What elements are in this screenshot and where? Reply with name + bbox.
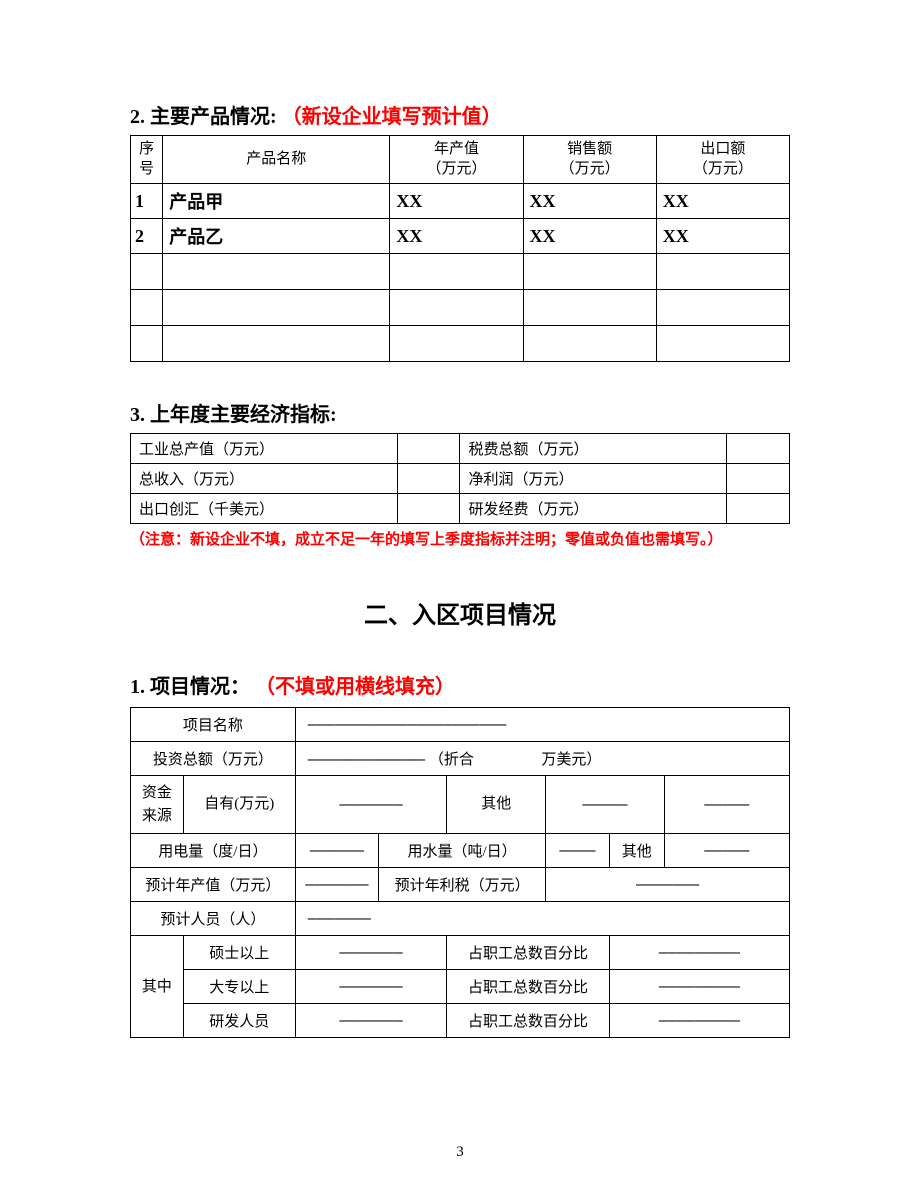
- products-table: 序号 产品名称 年产值（万元） 销售额（万元） 出口额（万元） 1 产品甲 XX…: [130, 135, 790, 362]
- table-row: 工业总产值（万元） 税费总额（万元）: [131, 434, 790, 464]
- section1-number: 1.: [130, 676, 145, 698]
- table-row: 预计年产值（万元） ——————— 预计年利税（万元） ———————: [131, 868, 790, 902]
- table-row: 其中 硕士以上 ——————— 占职工总数百分比 —————————: [131, 936, 790, 970]
- table-row: 投资总额（万元） ————————————— （折合 万美元）: [131, 742, 790, 776]
- section2-note: （新设企业填写预计值）: [282, 106, 502, 128]
- val-masters: ———————: [295, 936, 447, 970]
- val-export-usd: [397, 494, 460, 524]
- section3-number: 3.: [130, 404, 145, 426]
- th-export: 出口额（万元）: [656, 136, 789, 184]
- val-est-staff: ———————: [295, 902, 789, 936]
- table-row: 研发人员 ——————— 占职工总数百分比 —————————: [131, 1004, 790, 1038]
- val-revenue: [397, 464, 460, 494]
- label-est-staff: 预计人员（人）: [131, 902, 296, 936]
- cell-seq: 1: [131, 184, 163, 219]
- table-row: [131, 254, 790, 290]
- table-row: 项目名称 ——————————————————————: [131, 708, 790, 742]
- val-rd: [727, 494, 790, 524]
- val-owned: ———————: [295, 776, 447, 834]
- label-est-annual: 预计年产值（万元）: [131, 868, 296, 902]
- table-row: 预计人员（人） ———————: [131, 902, 790, 936]
- project-table: 项目名称 —————————————————————— 投资总额（万元） ———…: [130, 707, 790, 1038]
- label-among: 其中: [131, 936, 184, 1038]
- label-industrial: 工业总产值（万元）: [131, 434, 398, 464]
- section3-heading: 3. 上年度主要经济指标:: [130, 398, 790, 427]
- cell-sales: XX: [523, 219, 656, 254]
- label-rd-staff: 研发人员: [183, 1004, 295, 1038]
- big-section-title: 二、入区项目情况: [130, 595, 790, 630]
- cell-name: 产品乙: [163, 219, 390, 254]
- val-other-1: —————: [546, 776, 665, 834]
- label-pct-college: 占职工总数百分比: [447, 970, 609, 1004]
- th-name: 产品名称: [163, 136, 390, 184]
- val-pct-college: —————————: [609, 970, 789, 1004]
- label-other: 其他: [447, 776, 546, 834]
- cell-export: XX: [656, 184, 789, 219]
- label-other2: 其他: [609, 834, 664, 868]
- label-project-name: 项目名称: [131, 708, 296, 742]
- val-total-invest: ————————————— （折合 万美元）: [295, 742, 789, 776]
- label-electricity: 用电量（度/日）: [131, 834, 296, 868]
- val-est-tax: ———————: [546, 868, 790, 902]
- label-pct-rd: 占职工总数百分比: [447, 1004, 609, 1038]
- val-pct-rd: —————————: [609, 1004, 789, 1038]
- table-row: 总收入（万元） 净利润（万元）: [131, 464, 790, 494]
- table-row: 大专以上 ——————— 占职工总数百分比 —————————: [131, 970, 790, 1004]
- table-row: 1 产品甲 XX XX XX: [131, 184, 790, 219]
- label-est-tax: 预计年利税（万元）: [379, 868, 546, 902]
- section3-note: （注意：新设企业不填，成立不足一年的填写上季度指标并注明；零值或负值也需填写。）: [130, 528, 790, 549]
- cell-seq: 2: [131, 219, 163, 254]
- val-profit: [727, 464, 790, 494]
- val-other2: —————: [664, 834, 789, 868]
- label-fund-source: 资金来源: [131, 776, 184, 834]
- label-owned: 自有(万元): [183, 776, 295, 834]
- cell-sales: XX: [523, 184, 656, 219]
- table-row: 出口创汇（千美元） 研发经费（万元）: [131, 494, 790, 524]
- table-row: [131, 326, 790, 362]
- val-project-name: ——————————————————————: [295, 708, 789, 742]
- label-export-usd: 出口创汇（千美元）: [131, 494, 398, 524]
- cell-annual: XX: [390, 219, 523, 254]
- val-other-2: —————: [664, 776, 789, 834]
- table-row: 用电量（度/日） —————— 用水量（吨/日） ———— 其他 —————: [131, 834, 790, 868]
- label-pct-masters: 占职工总数百分比: [447, 936, 609, 970]
- cell-annual: XX: [390, 184, 523, 219]
- val-water: ————: [546, 834, 610, 868]
- label-revenue: 总收入（万元）: [131, 464, 398, 494]
- val-industrial: [397, 434, 460, 464]
- val-pct-masters: —————————: [609, 936, 789, 970]
- th-sales: 销售额（万元）: [523, 136, 656, 184]
- label-masters: 硕士以上: [183, 936, 295, 970]
- th-annual: 年产值（万元）: [390, 136, 523, 184]
- table-row: 2 产品乙 XX XX XX: [131, 219, 790, 254]
- section1-heading: 1. 项目情况： （不填或用横线填充）: [130, 670, 790, 699]
- val-est-annual: ———————: [295, 868, 378, 902]
- table-row: [131, 290, 790, 326]
- label-total-invest: 投资总额（万元）: [131, 742, 296, 776]
- label-tax: 税费总额（万元）: [460, 434, 727, 464]
- section3-title: 上年度主要经济指标:: [150, 404, 337, 426]
- val-rd-staff: ———————: [295, 1004, 447, 1038]
- page-number: 3: [0, 1144, 920, 1161]
- section2-number: 2.: [130, 106, 145, 128]
- label-rd: 研发经费（万元）: [460, 494, 727, 524]
- cell-export: XX: [656, 219, 789, 254]
- indicators-table: 工业总产值（万元） 税费总额（万元） 总收入（万元） 净利润（万元） 出口创汇（…: [130, 433, 790, 524]
- th-seq: 序号: [131, 136, 163, 184]
- section2-heading: 2. 主要产品情况: （新设企业填写预计值）: [130, 100, 790, 129]
- section1-note: （不填或用横线填充）: [255, 676, 455, 698]
- section1-title: 项目情况：: [150, 676, 250, 698]
- val-college: ———————: [295, 970, 447, 1004]
- val-tax: [727, 434, 790, 464]
- val-electricity: ——————: [295, 834, 378, 868]
- label-water: 用水量（吨/日）: [379, 834, 546, 868]
- cell-name: 产品甲: [163, 184, 390, 219]
- table-row: 资金来源 自有(万元) ——————— 其他 ————— —————: [131, 776, 790, 834]
- label-profit: 净利润（万元）: [460, 464, 727, 494]
- section2-title: 主要产品情况:: [150, 106, 277, 128]
- label-college: 大专以上: [183, 970, 295, 1004]
